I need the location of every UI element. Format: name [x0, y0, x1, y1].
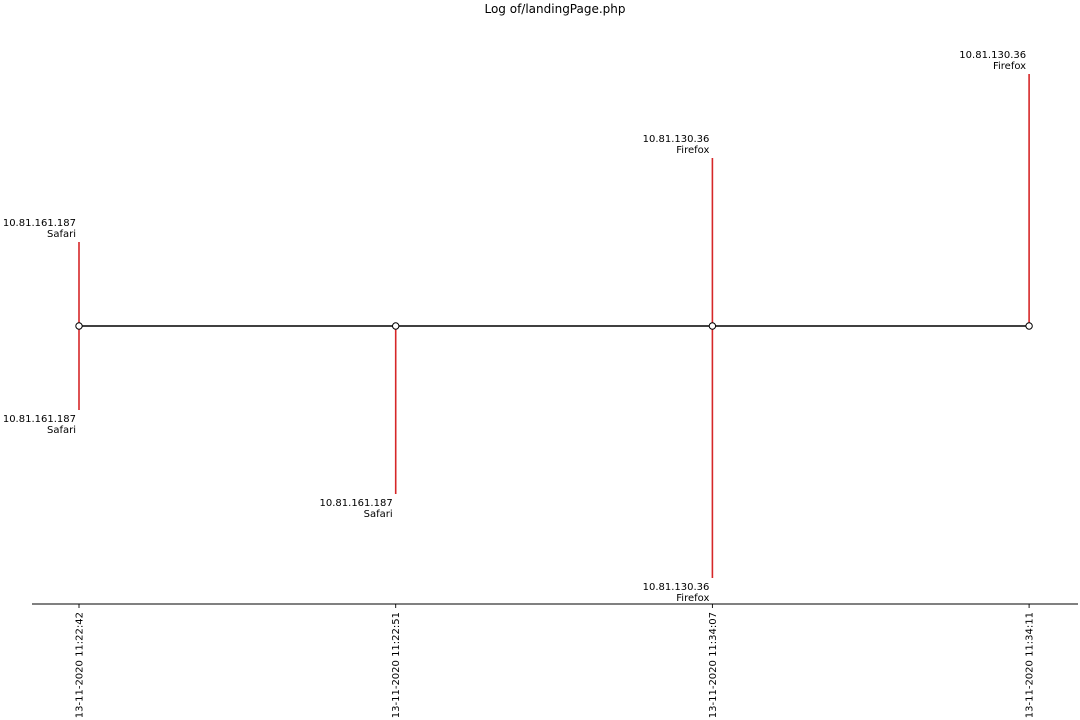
event-ip: 10.81.130.36: [959, 50, 1026, 61]
timeline-marker: [75, 322, 83, 330]
event-browser: Safari: [364, 509, 393, 520]
event-label: 10.81.130.36 Firefox: [643, 134, 710, 156]
timeline-marker: [708, 322, 717, 330]
x-tick-label: 13-11-2020 11:22:42: [75, 612, 86, 718]
event-label: 10.81.161.187 Safari: [3, 414, 76, 436]
event-browser: Firefox: [676, 145, 709, 156]
event-ip: 10.81.161.187: [3, 414, 76, 425]
event-browser: Firefox: [676, 593, 709, 604]
timeline-marker: [1025, 322, 1033, 330]
chart-title: Log of/landingPage.php: [484, 2, 625, 16]
x-axis: 13-11-2020 11:22:42 13-11-2020 11:22:51 13…: [32, 603, 1078, 718]
event-ip: 10.81.130.36: [643, 582, 710, 593]
x-tick-label: 13-11-2020 11:22:51: [391, 612, 402, 718]
event-ip: 10.81.161.187: [3, 218, 76, 229]
event-label: 10.81.161.187 Safari: [3, 218, 76, 240]
x-tick-label: 13-11-2020 11:34:07: [708, 612, 719, 718]
x-tick-label: 13-11-2020 11:34:11: [1025, 612, 1036, 718]
markers-group: [75, 322, 1033, 330]
event-ip: 10.81.161.187: [320, 498, 393, 509]
event-browser: Safari: [47, 425, 76, 436]
event-label: 10.81.130.36 Firefox: [643, 582, 710, 604]
event-label: 10.81.130.36 Firefox: [959, 50, 1026, 72]
event-browser: Firefox: [993, 61, 1026, 72]
stems-group: [78, 74, 1030, 578]
timeline-marker: [392, 322, 400, 330]
event-browser: Safari: [47, 229, 76, 240]
event-label: 10.81.161.187 Safari: [320, 498, 393, 520]
event-ip: 10.81.130.36: [643, 134, 710, 145]
